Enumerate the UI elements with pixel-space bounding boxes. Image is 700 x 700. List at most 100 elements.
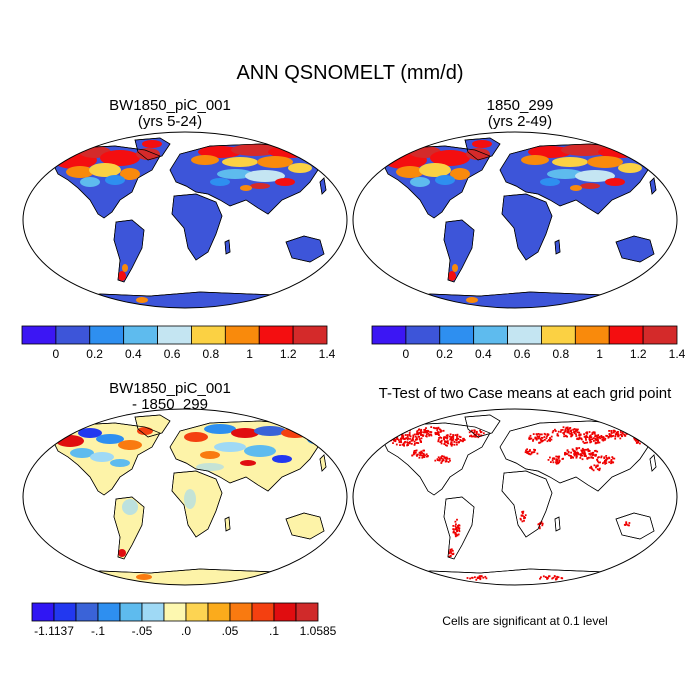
significant-cell — [584, 452, 586, 455]
significant-cell — [400, 441, 402, 444]
significant-cell — [532, 438, 535, 441]
significant-cell — [565, 426, 568, 429]
map-border — [22, 131, 348, 309]
difference-cell — [137, 427, 153, 435]
significant-cell — [586, 441, 589, 444]
panel-title-bottom-right: T-Test of two Case means at each grid po… — [355, 386, 695, 402]
significant-cell — [580, 438, 583, 441]
significant-cell — [570, 432, 573, 434]
significant-cell — [416, 430, 419, 432]
significant-cell — [540, 438, 542, 441]
significant-cell — [520, 518, 522, 521]
significant-cell — [417, 442, 420, 444]
snowmelt-cell — [66, 166, 94, 178]
significant-cell — [635, 439, 638, 441]
significant-cell — [482, 576, 485, 579]
significant-cell — [587, 456, 590, 459]
significant-cell — [441, 455, 443, 457]
colorbar-swatch — [251, 602, 275, 622]
significant-cell — [458, 435, 461, 438]
significant-cell — [535, 438, 538, 441]
significant-cell — [560, 429, 563, 431]
significant-cell — [528, 450, 531, 453]
significant-cell — [586, 436, 589, 438]
significant-cell — [567, 428, 570, 431]
significant-cell — [570, 433, 573, 436]
significant-cell — [566, 426, 569, 429]
significant-cell — [417, 432, 420, 435]
significant-cell — [401, 430, 403, 433]
significant-cell — [471, 429, 473, 432]
significant-cell — [589, 436, 592, 438]
snowmelt-cell — [430, 150, 470, 166]
significant-cell — [406, 434, 409, 436]
significant-cell — [417, 453, 419, 456]
significant-cell — [586, 457, 589, 460]
significant-cell — [543, 436, 546, 438]
panel-title-top-left: BW1850_piC_001 (yrs 5-24) — [70, 98, 270, 130]
difference-cell — [272, 455, 292, 463]
colorbar-swatch — [258, 325, 294, 345]
snowmelt-cell — [435, 175, 455, 185]
panel-title-line1: 1850_299 — [486, 97, 554, 114]
significant-cell — [573, 453, 575, 455]
significant-cell — [392, 442, 394, 444]
significant-cell — [581, 458, 584, 461]
snowmelt-cell — [118, 271, 126, 281]
significant-cell — [528, 436, 531, 439]
significant-cell — [387, 438, 390, 441]
significant-cell — [602, 439, 605, 442]
significant-cell — [575, 428, 577, 431]
significant-cell — [452, 528, 455, 530]
colorbar-bottom-left: -1.1137 -.1 -.05 .0 .05 .1 1.0585 — [31, 602, 336, 639]
significant-cell — [474, 435, 476, 438]
significant-cell — [566, 453, 569, 455]
panel-title-bottom-left: BW1850_piC_001 - 1850_299 — [70, 381, 270, 413]
significant-cell — [423, 456, 426, 458]
significant-cell — [529, 434, 532, 437]
significant-cell — [598, 441, 601, 444]
significant-cell — [454, 438, 457, 441]
colorbar-swatch — [53, 602, 77, 622]
significant-cell — [408, 432, 411, 434]
significant-cell — [565, 435, 567, 438]
significant-cell — [550, 435, 553, 438]
significant-cell — [610, 459, 613, 461]
significant-cell — [573, 454, 576, 457]
significant-cell — [446, 437, 449, 440]
snowmelt-cell — [450, 168, 470, 180]
significant-cell — [596, 458, 599, 461]
colorbar-tick-label: 1.0585 — [299, 624, 337, 638]
significant-cell — [422, 449, 425, 452]
significant-cell — [619, 437, 622, 440]
significant-cell — [418, 456, 421, 459]
difference-cell — [196, 463, 224, 471]
significant-cell — [551, 577, 554, 580]
significant-cell — [449, 550, 452, 552]
significant-cell — [401, 435, 403, 438]
significant-cell — [642, 437, 645, 439]
significant-cell — [602, 462, 604, 465]
significant-cell — [400, 437, 403, 440]
panel-title-line1: BW1850_piC_001 — [109, 380, 231, 397]
significant-cell — [583, 435, 586, 438]
significant-cell — [388, 435, 391, 437]
colorbar-swatch — [163, 602, 187, 622]
significant-cell — [590, 465, 593, 468]
landmass-nz — [662, 261, 669, 277]
significant-cell — [580, 449, 583, 452]
significant-cell — [644, 441, 646, 443]
panel-title-line2: (yrs 2-49) — [487, 113, 553, 130]
significant-cell — [420, 428, 423, 431]
significant-cell — [404, 440, 406, 443]
colorbar-swatch — [21, 325, 57, 345]
significant-cell — [567, 431, 570, 434]
significant-cell — [445, 441, 448, 444]
colorbar-tick-label: 0.2 — [86, 347, 103, 361]
significant-cell — [408, 441, 411, 443]
significant-cell — [555, 461, 557, 464]
significant-cell — [437, 440, 440, 443]
significant-cell — [430, 426, 433, 428]
significant-cell — [426, 455, 428, 458]
significant-cell — [573, 428, 576, 430]
